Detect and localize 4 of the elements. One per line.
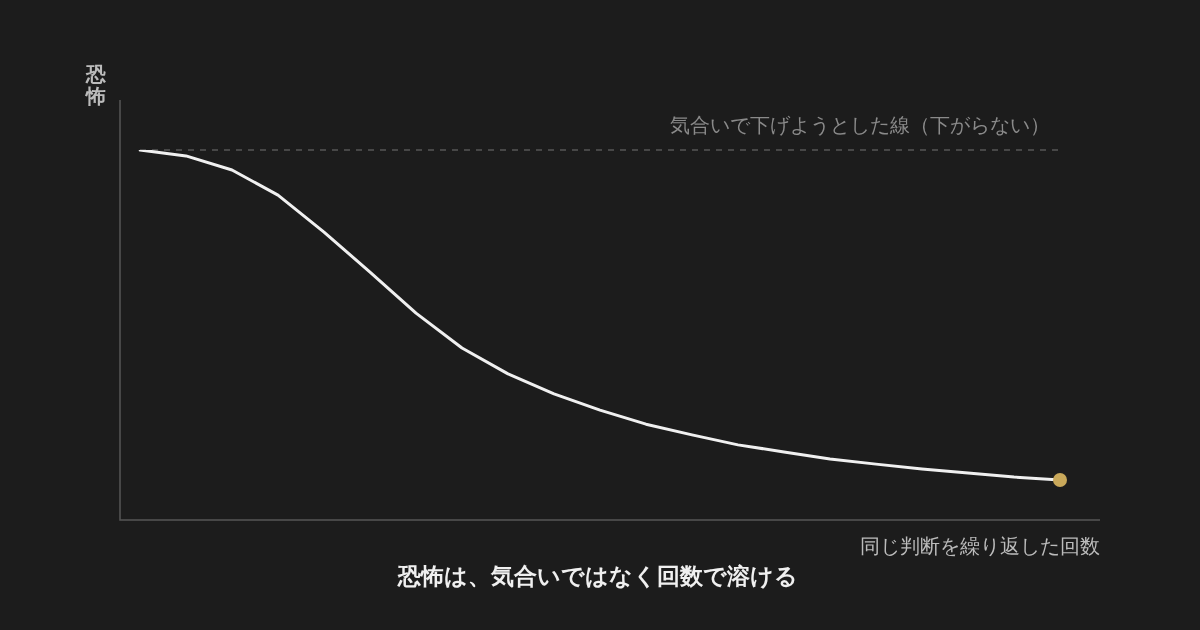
text: 恐怖は、気合いではなく回数で溶ける <box>397 562 798 589</box>
ref-line-label: 気合いで下げようとした線（下がらない） <box>670 114 1050 136</box>
y-axis-title: 恐怖 <box>84 63 106 108</box>
x-axis-title: 同じ判断を繰り返した回数 <box>860 535 1100 558</box>
